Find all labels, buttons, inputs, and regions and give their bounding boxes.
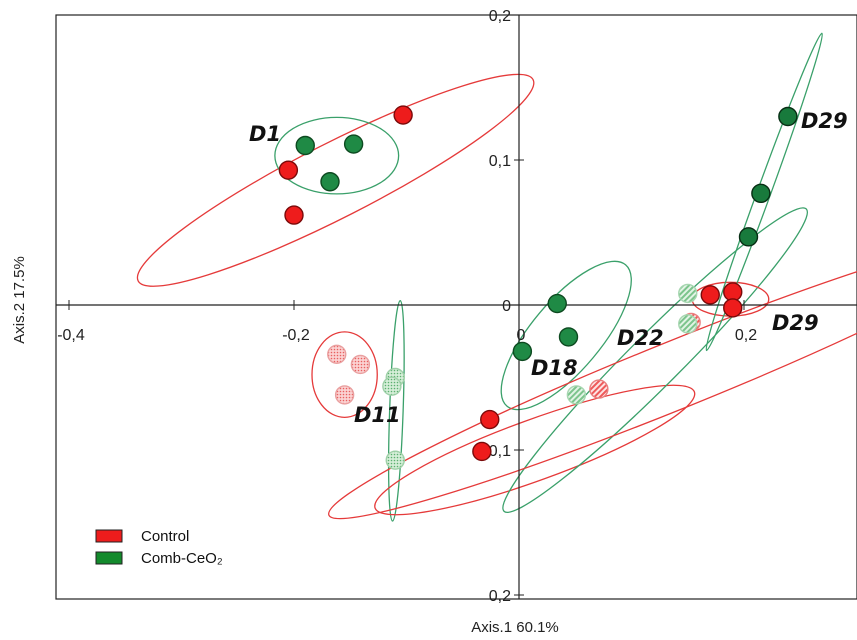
- point-d29-control-2: [723, 298, 743, 318]
- plot-frame: [55, 14, 857, 600]
- y-tick-label-1: 0,1: [489, 153, 511, 170]
- legend-swatch-control: [95, 529, 123, 543]
- point-d22-comb-ceo2-2: [678, 314, 698, 334]
- point-d11-control-2: [334, 385, 355, 405]
- ellipse-red-2: [311, 331, 378, 419]
- legend-label-comb-ceo2: Comb-CeO₂: [141, 550, 223, 567]
- x-tick-label-0: -0,4: [57, 327, 85, 344]
- point-d29-comb-ceo2-1: [751, 183, 771, 204]
- legend: Control Comb-CeO₂: [95, 528, 223, 567]
- x-tick-label-2: 0: [517, 327, 526, 344]
- point-d22-comb-ceo2-0: [566, 385, 587, 405]
- x-tick-label-3: 0,2: [735, 327, 757, 344]
- y-axis-title: Axis.2 17.5%: [11, 256, 28, 344]
- point-d29-comb-ceo2-2: [738, 227, 759, 247]
- ellipse-red-7: [328, 232, 857, 520]
- point-d1-control-1: [278, 160, 299, 180]
- legend-label-control: Control: [141, 528, 189, 545]
- point-d22-control-0: [589, 379, 609, 399]
- x-axis-title: Axis.1 60.1%: [471, 619, 559, 636]
- point-d11-comb-ceo2-1: [382, 376, 402, 396]
- point-d18-control-1: [472, 441, 492, 462]
- group-label-d18: D18: [531, 356, 578, 380]
- point-d18-comb-ceo2-1: [558, 327, 579, 347]
- point-d1-comb-ceo2-2: [320, 172, 340, 192]
- group-label-d22: D22: [617, 326, 664, 350]
- group-label-d1: D1: [249, 122, 281, 146]
- ellipse-red-0: [136, 73, 535, 287]
- point-d29-control-0: [700, 285, 720, 305]
- confidence-ellipses: [136, 32, 857, 522]
- sample-points: [278, 105, 798, 470]
- point-d18-control-0: [480, 409, 500, 430]
- group-label-d29-red: D29: [772, 311, 819, 335]
- point-d1-comb-ceo2-0: [295, 135, 315, 156]
- point-d1-control-0: [393, 105, 413, 125]
- tick-labels: -0,4 -0,2 0 0,20,20,10-0,10,2: [57, 8, 757, 605]
- x-tick-label-1: -0,2: [282, 327, 310, 344]
- ellipse-green-3: [387, 300, 405, 522]
- ellipse-red-5: [374, 384, 696, 516]
- ellipse-green-4: [500, 260, 632, 411]
- y-tick-label-2: 0: [502, 298, 511, 315]
- point-d1-comb-ceo2-1: [343, 134, 364, 154]
- point-d11-comb-ceo2-2: [385, 450, 405, 470]
- point-d22-comb-ceo2-1: [678, 283, 698, 304]
- point-d1-control-2: [284, 205, 304, 225]
- y-tick-label-4: 0,2: [489, 588, 511, 605]
- point-d29-comb-ceo2-0: [778, 106, 798, 127]
- point-d18-comb-ceo2-0: [547, 293, 567, 314]
- group-label-d11: D11: [354, 403, 401, 427]
- group-label-d29-green: D29: [801, 109, 848, 133]
- point-d11-control-1: [350, 354, 371, 375]
- y-tick-label-0: 0,2: [489, 8, 511, 25]
- legend-swatch-comb-ceo2: [95, 551, 123, 565]
- group-labels: D1 D11 D18 D22 D29 D29: [249, 109, 848, 427]
- ellipse-green-6: [502, 207, 809, 513]
- point-d11-control-0: [327, 344, 347, 364]
- ellipse-green-1: [274, 116, 400, 195]
- point-d18-comb-ceo2-2: [512, 341, 533, 362]
